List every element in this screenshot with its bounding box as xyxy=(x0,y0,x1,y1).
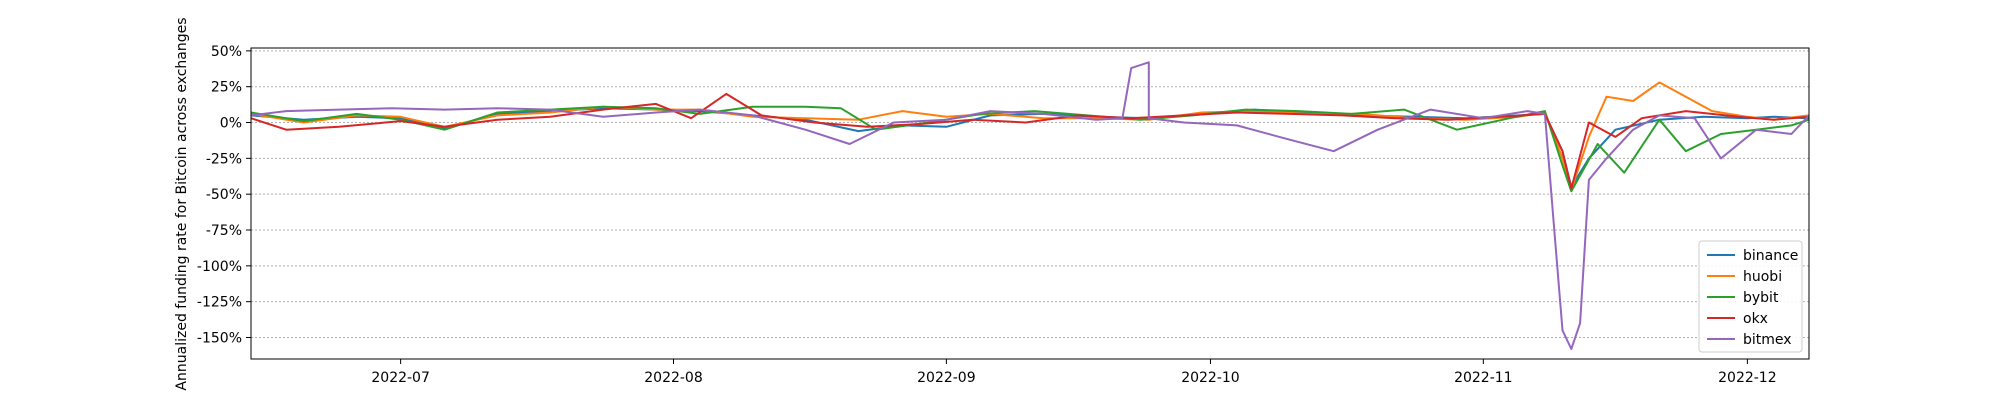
y-axis: 50% 25% 0% -25% -50% -75% -100% -125% -150% xyxy=(197,44,251,347)
series-line-bitmex xyxy=(251,61,1809,350)
x-tick-label: 2022-12 xyxy=(1718,370,1777,386)
y-tick-label: -150% xyxy=(197,331,242,347)
y-tick-label: 50% xyxy=(211,44,242,60)
x-tick-label: 2022-07 xyxy=(371,370,430,386)
legend-label-bybit: bybit xyxy=(1743,290,1779,306)
x-tick-label: 2022-08 xyxy=(644,370,703,386)
x-tick-label: 2022-10 xyxy=(1181,370,1240,386)
y-tick-label: -75% xyxy=(206,223,242,239)
x-tick-label: 2022-09 xyxy=(917,370,976,386)
grid-lines xyxy=(251,50,1809,339)
legend: binance huobi bybit okx bitmex xyxy=(1698,240,1803,353)
plot-frame xyxy=(250,47,1810,360)
legend-box xyxy=(1698,240,1803,353)
legend-label-binance: binance xyxy=(1743,248,1798,264)
y-tick-label: 25% xyxy=(211,80,242,96)
legend-label-bitmex: bitmex xyxy=(1743,332,1792,348)
y-tick-label: -125% xyxy=(197,295,242,311)
y-tick-label: 0% xyxy=(220,116,242,132)
y-tick-label: -100% xyxy=(197,259,242,275)
y-tick-label: -25% xyxy=(206,151,242,167)
x-tick-label: 2022-11 xyxy=(1454,370,1513,386)
legend-label-huobi: huobi xyxy=(1743,269,1782,285)
x-axis: 2022-07 2022-08 2022-09 2022-10 2022-11 2022-… xyxy=(371,359,1777,386)
series-layer xyxy=(251,61,1809,350)
series-line-okx xyxy=(251,92,1809,190)
y-tick-label: -50% xyxy=(206,187,242,203)
legend-label-okx: okx xyxy=(1743,311,1768,327)
y-axis-label: Annualized funding rate for Bitcoin acro… xyxy=(174,17,190,390)
